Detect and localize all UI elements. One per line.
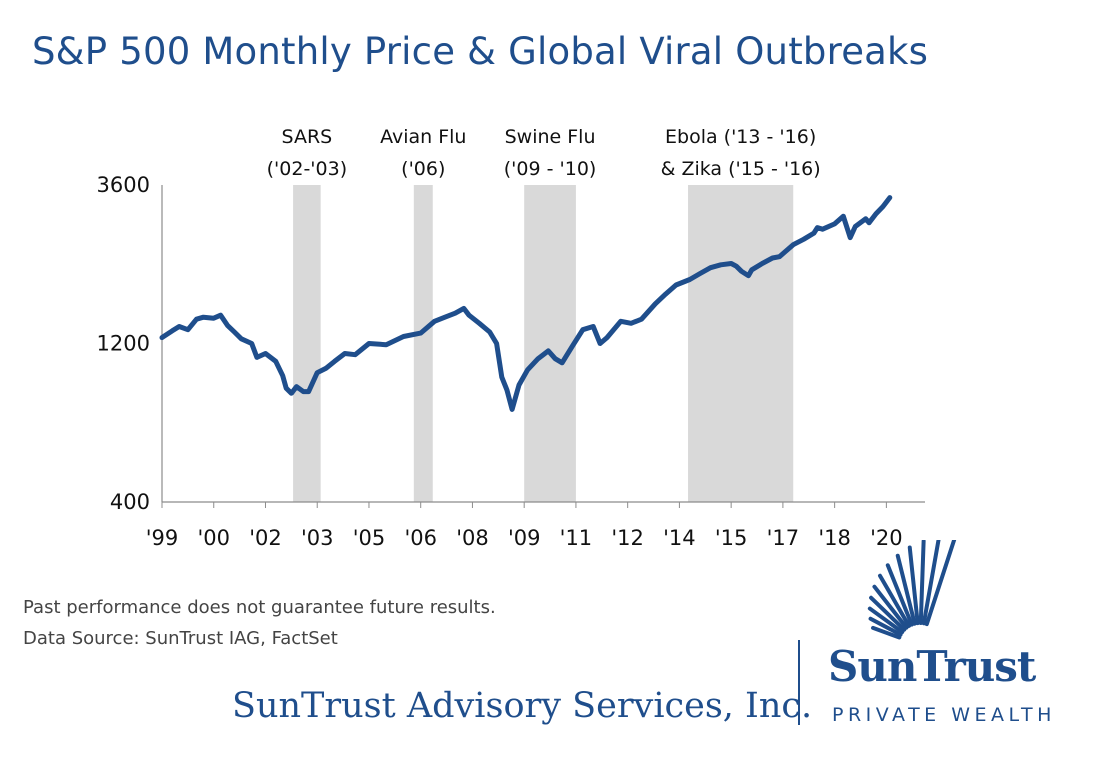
chart-title: S&P 500 Monthly Price & Global Viral Out…	[32, 30, 929, 73]
x-tick-label: '00	[197, 526, 230, 550]
sp500-price-line	[159, 195, 893, 412]
x-tick-label: '09	[508, 526, 541, 550]
x-tick-label: '02	[249, 526, 282, 550]
outbreak-band-sars	[293, 185, 321, 502]
outbreak-label-avian-flu: Avian Flu	[380, 126, 466, 148]
x-tick-label: '15	[715, 526, 748, 550]
x-tick-label: '20	[870, 526, 903, 550]
x-tick-label: '18	[818, 526, 851, 550]
outbreak-label-swine-flu: ('09 - '10)	[504, 158, 597, 180]
line-chart: SARS ('02-'03) Avian Flu ('06) Swine Flu ('09…	[97, 126, 925, 550]
outbreak-label-sars: ('02-'03)	[267, 158, 347, 180]
x-tick-label: '17	[767, 526, 800, 550]
y-tick-label: 1200	[97, 332, 150, 356]
outbreak-band-avian-flu	[413, 185, 433, 502]
x-tick-label: '11	[560, 526, 593, 550]
x-tick-label: '08	[456, 526, 489, 550]
data-source-text: Data Source: SunTrust IAG, FactSet	[23, 628, 338, 649]
logo-divider	[798, 640, 800, 725]
brand-logo-subtitle: PRIVATE WEALTH	[832, 704, 1056, 726]
x-tick-label: '03	[301, 526, 334, 550]
x-tick-label: '12	[611, 526, 644, 550]
brand-logo-name: SunTrust	[828, 642, 1036, 691]
outbreak-label-swine-flu: Swine Flu	[505, 126, 596, 148]
x-tick-label: '14	[663, 526, 696, 550]
company-name: SunTrust Advisory Services, Inc.	[232, 686, 813, 726]
outbreak-band-ebola-zika	[688, 185, 794, 502]
outbreak-label-ebola-zika: & Zika ('15 - '16)	[661, 158, 821, 180]
sunburst-logo-icon	[867, 540, 957, 640]
disclaimer-text: Past performance does not guarantee futu…	[23, 597, 496, 618]
y-tick-label: 3600	[97, 173, 150, 197]
y-tick-label: 400	[110, 490, 150, 514]
outbreak-label-ebola-zika: Ebola ('13 - '16)	[665, 126, 816, 148]
x-tick-label: '06	[404, 526, 437, 550]
x-tick-label: '99	[146, 526, 179, 550]
x-tick-label: '05	[353, 526, 386, 550]
outbreak-label-avian-flu: ('06)	[401, 158, 445, 180]
outbreak-label-sars: SARS	[282, 126, 333, 148]
outbreak-band-swine-flu	[524, 185, 576, 502]
